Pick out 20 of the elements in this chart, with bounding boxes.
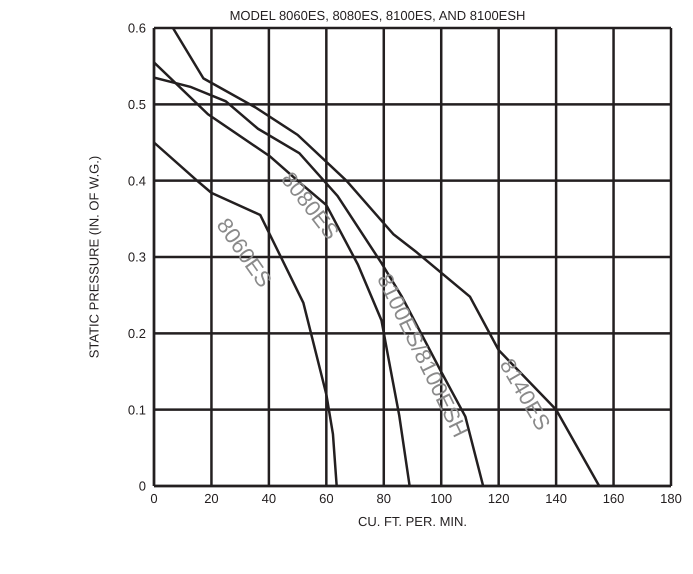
y-tick-label: 0.1: [128, 402, 146, 418]
y-tick-label: 0.6: [128, 20, 146, 36]
x-tick-label: 0: [150, 491, 158, 506]
y-tick-label: 0.4: [128, 173, 146, 188]
x-tick-label: 140: [545, 491, 567, 506]
x-tick-label: 80: [376, 491, 392, 506]
x-tick-label: 60: [319, 491, 334, 506]
x-tick-label: 120: [488, 491, 510, 506]
chart-title: MODEL 8060ES, 8080ES, 8100ES, AND 8100ESH: [230, 8, 526, 23]
x-tick-label: 160: [602, 491, 624, 506]
y-tick-label: 0.3: [128, 250, 146, 265]
x-tick-label: 20: [204, 491, 219, 506]
y-tick-label: 0.5: [128, 96, 146, 112]
y-tick-label: 0.2: [128, 326, 146, 341]
y-tick-label: 0: [138, 478, 146, 494]
y-axis-title: STATIC PRESSURE (IN. OF W.G.): [86, 156, 102, 358]
x-tick-label: 40: [262, 491, 276, 506]
x-tick-label: 180: [660, 491, 682, 506]
x-axis-title: CU. FT. PER. MIN.: [358, 514, 468, 529]
x-tick-label: 100: [430, 491, 452, 506]
